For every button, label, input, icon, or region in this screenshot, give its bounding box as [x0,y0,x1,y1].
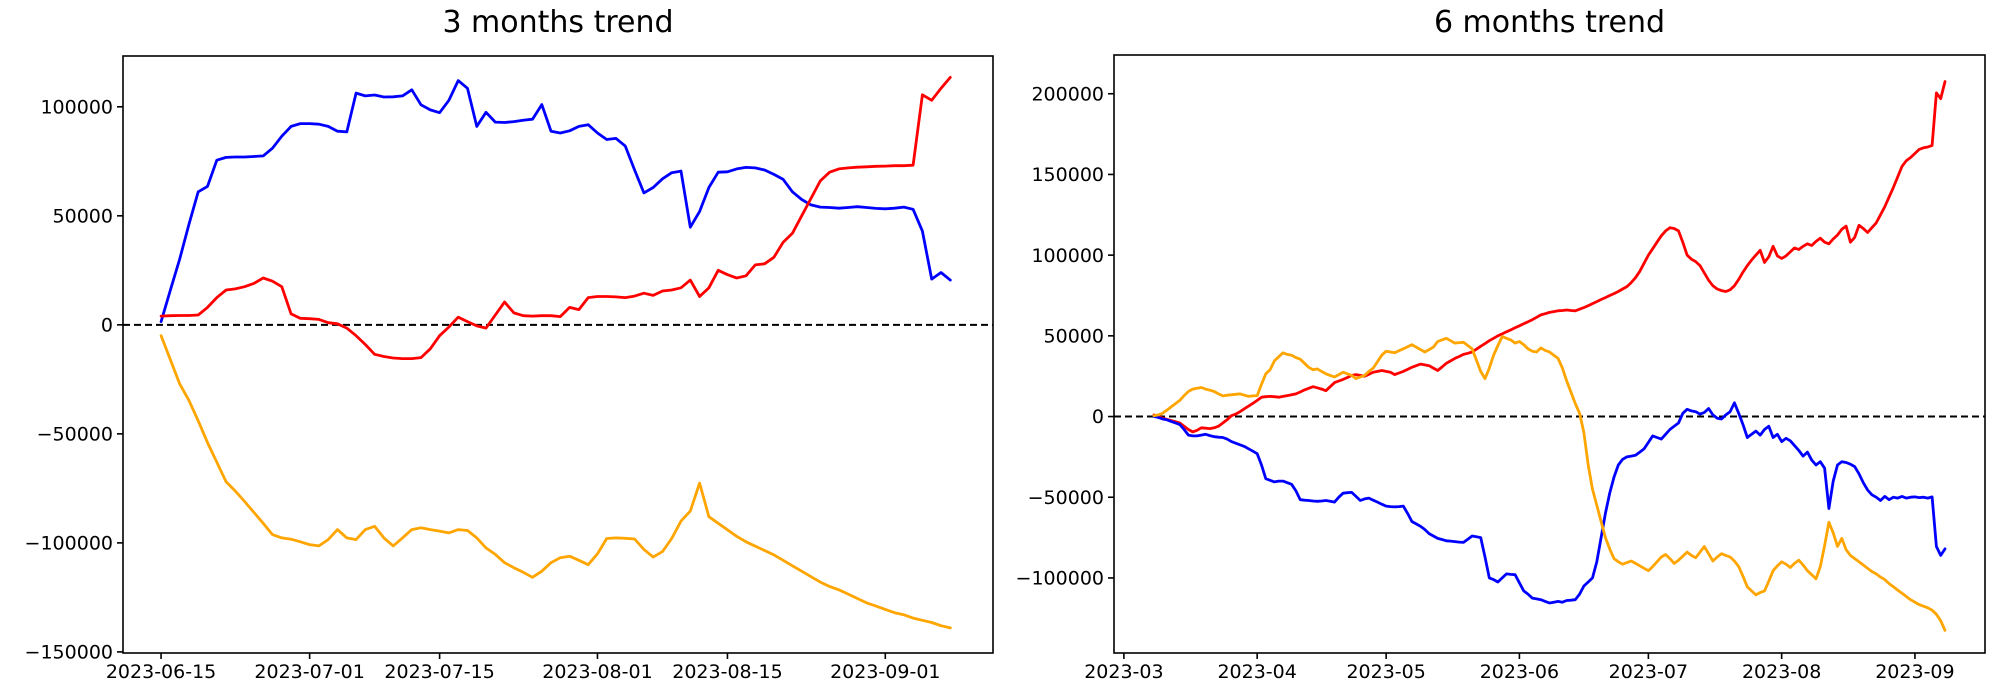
axes-frame [122,55,994,654]
y-tick-label: 50000 [53,205,113,227]
x-tick-label: 2023-03 [1084,661,1163,683]
chart-3-months-trend: 2023-06-15 2023-07-01 2023-07-15 2023-08-01… [25,55,994,683]
x-tick-label: 2023-05 [1346,661,1425,683]
x-tick-label: 2023-09-01 [830,661,940,683]
y-tick-label: 0 [1092,406,1104,428]
y-tick-label: −100000 [1016,568,1104,590]
x-tick-label: 2023-08-01 [542,661,652,683]
x-tick-label: 2023-08-15 [672,661,782,683]
series-line-orange [159,334,952,630]
series-line-orange [1152,335,1947,632]
y-tick-label: −150000 [25,642,113,664]
x-tick-label: 2023-09 [1875,661,1954,683]
y-tick-label: 200000 [1031,83,1104,105]
y-tick-label: −50000 [37,424,113,446]
y-tick-label: 0 [101,314,113,336]
y-tick-label: 150000 [1031,164,1104,186]
y-tick-label: 100000 [40,96,113,118]
x-tick-label: 2023-04 [1217,661,1296,683]
chart-6-months-trend: 2023-03 2023-04 2023-05 2023-06 2023-07 2023-… [1016,54,1986,683]
chart-title-3-months: 3 months trend [442,5,674,40]
series-line-blue [1152,401,1947,605]
x-tick-label: 2023-07-01 [254,661,364,683]
y-tick-label: −50000 [1028,487,1104,509]
x-tick-label: 2023-06 [1480,661,1559,683]
y-tick-label: 50000 [1044,325,1104,347]
x-tick-label: 2023-08 [1742,661,1821,683]
x-tick-label: 2023-06-15 [106,661,216,683]
chart-title-6-months: 6 months trend [1433,5,1666,40]
x-tick-label: 2023-07-15 [384,661,494,683]
series-line-red [159,76,952,361]
series-line-red [1152,80,1947,434]
y-tick-label: 100000 [1031,245,1104,267]
y-tick-label: −100000 [25,533,113,555]
x-tick-label: 2023-07 [1609,661,1688,683]
axes-frame [1113,54,1986,654]
series-line-blue [159,79,952,324]
